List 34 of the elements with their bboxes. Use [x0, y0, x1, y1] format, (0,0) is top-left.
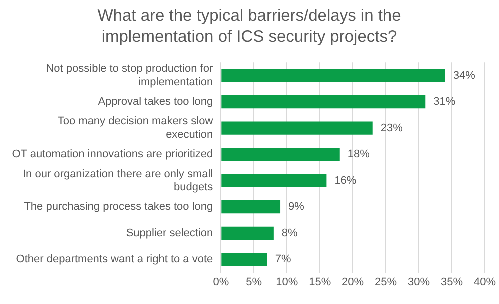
y-tick-label: Too many decision makers slow execution — [58, 116, 214, 141]
y-tick-label: Supplier selection — [126, 227, 214, 240]
x-tick-label: 15% — [309, 276, 332, 288]
x-tick-label: 25% — [375, 276, 398, 288]
y-tick-label: Other departments want a right to a vote — [16, 254, 214, 266]
data-label: 18% — [348, 148, 370, 161]
x-tick-label: 10% — [276, 276, 298, 288]
x-tick-label: 35% — [440, 276, 464, 288]
bar — [222, 174, 327, 188]
bar — [222, 148, 340, 162]
bar — [222, 95, 426, 109]
bar — [222, 253, 268, 266]
x-tick-label: 30% — [408, 276, 430, 288]
data-label: 23% — [380, 122, 404, 134]
data-label: 9% — [288, 201, 305, 214]
bar — [222, 122, 373, 135]
data-label: 31% — [434, 96, 456, 108]
y-tick-label: The purchasing process takes too long — [24, 201, 214, 214]
data-label: 34% — [453, 70, 476, 82]
data-label: 8% — [282, 227, 298, 240]
bar — [222, 69, 446, 82]
x-tick-label: 20% — [342, 276, 364, 288]
bar — [222, 226, 274, 240]
y-tick-label: Approval takes too long — [98, 96, 214, 108]
x-tick-label: 0% — [213, 276, 230, 288]
chart-title: What are the typical barriers/delays in the implementation of ICS security projects? — [96, 6, 402, 48]
y-tick-label: Not possible to stop production for implementation — [46, 63, 214, 88]
y-tick-label: OT automation innovations are prioritized — [12, 148, 214, 161]
data-label: 7% — [275, 254, 292, 266]
y-tick-label: In our organization there are only small budgets — [22, 168, 214, 194]
data-label: 16% — [334, 174, 357, 187]
x-tick-label: 40% — [474, 276, 496, 288]
x-tick-label: 5% — [246, 276, 262, 288]
bar — [222, 200, 281, 214]
